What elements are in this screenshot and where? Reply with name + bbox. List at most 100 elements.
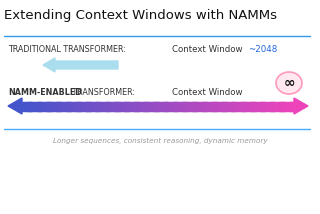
- Bar: [57, 101, 59, 110]
- Bar: [250, 101, 251, 110]
- Bar: [128, 101, 130, 110]
- Bar: [33, 101, 34, 110]
- Bar: [55, 101, 56, 110]
- Bar: [62, 101, 63, 110]
- Bar: [224, 101, 226, 110]
- Bar: [81, 101, 82, 110]
- Bar: [204, 101, 206, 110]
- Bar: [266, 101, 267, 110]
- Bar: [143, 101, 144, 110]
- Bar: [207, 101, 208, 110]
- Bar: [84, 101, 86, 110]
- Bar: [112, 101, 113, 110]
- Bar: [127, 101, 129, 110]
- Bar: [92, 101, 93, 110]
- Text: Context Window: Context Window: [172, 45, 245, 54]
- Bar: [203, 101, 205, 110]
- Bar: [141, 101, 142, 110]
- Bar: [158, 101, 159, 110]
- Bar: [23, 101, 24, 110]
- Bar: [247, 101, 248, 110]
- Bar: [69, 101, 70, 110]
- Bar: [140, 101, 141, 110]
- Bar: [192, 101, 194, 110]
- Bar: [199, 101, 200, 110]
- Bar: [286, 101, 287, 110]
- Bar: [226, 101, 228, 110]
- Bar: [290, 101, 291, 110]
- Bar: [291, 101, 293, 110]
- Bar: [35, 101, 36, 110]
- Bar: [212, 101, 214, 110]
- Bar: [252, 101, 253, 110]
- Bar: [227, 101, 228, 110]
- Bar: [192, 101, 193, 110]
- Bar: [64, 101, 65, 110]
- Bar: [210, 101, 211, 110]
- Bar: [103, 101, 104, 110]
- Bar: [212, 101, 213, 110]
- Bar: [218, 101, 219, 110]
- Bar: [75, 101, 76, 110]
- Bar: [109, 101, 110, 110]
- Bar: [248, 101, 249, 110]
- Bar: [245, 101, 246, 110]
- Bar: [99, 101, 100, 110]
- Bar: [243, 101, 244, 110]
- Bar: [86, 101, 88, 110]
- Bar: [114, 101, 115, 110]
- Bar: [121, 101, 122, 110]
- Bar: [48, 101, 50, 110]
- Bar: [220, 101, 222, 110]
- Bar: [191, 101, 192, 110]
- Bar: [116, 101, 118, 110]
- Bar: [111, 101, 112, 110]
- Bar: [229, 101, 230, 110]
- Bar: [284, 101, 285, 110]
- Bar: [253, 101, 255, 110]
- Bar: [70, 101, 71, 110]
- Bar: [157, 101, 158, 110]
- Bar: [155, 101, 157, 110]
- Bar: [113, 101, 114, 110]
- Bar: [95, 101, 97, 110]
- Bar: [271, 101, 273, 110]
- Bar: [42, 101, 43, 110]
- Bar: [197, 101, 198, 110]
- Bar: [225, 101, 227, 110]
- Bar: [26, 101, 27, 110]
- Bar: [220, 101, 221, 110]
- Bar: [232, 101, 234, 110]
- Bar: [282, 101, 284, 110]
- Bar: [165, 101, 167, 110]
- Bar: [65, 101, 66, 110]
- Bar: [180, 101, 181, 110]
- Bar: [263, 101, 265, 110]
- Bar: [105, 101, 107, 110]
- Bar: [38, 101, 40, 110]
- Bar: [254, 101, 255, 110]
- Bar: [146, 101, 148, 110]
- Bar: [163, 101, 164, 110]
- Bar: [138, 101, 140, 110]
- Bar: [156, 101, 157, 110]
- Bar: [41, 101, 43, 110]
- Bar: [107, 101, 108, 110]
- Bar: [167, 101, 168, 110]
- Bar: [174, 101, 176, 110]
- Bar: [217, 101, 218, 110]
- Bar: [289, 101, 290, 110]
- Bar: [137, 101, 139, 110]
- Bar: [241, 101, 242, 110]
- Bar: [129, 101, 130, 110]
- Text: ∞: ∞: [283, 76, 295, 90]
- Bar: [258, 101, 259, 110]
- Bar: [105, 101, 106, 110]
- Bar: [36, 101, 37, 110]
- Bar: [272, 101, 274, 110]
- Bar: [73, 101, 74, 110]
- Bar: [132, 101, 134, 110]
- Bar: [235, 101, 236, 110]
- Text: NAMM-ENABLED: NAMM-ENABLED: [8, 88, 82, 97]
- Bar: [269, 101, 271, 110]
